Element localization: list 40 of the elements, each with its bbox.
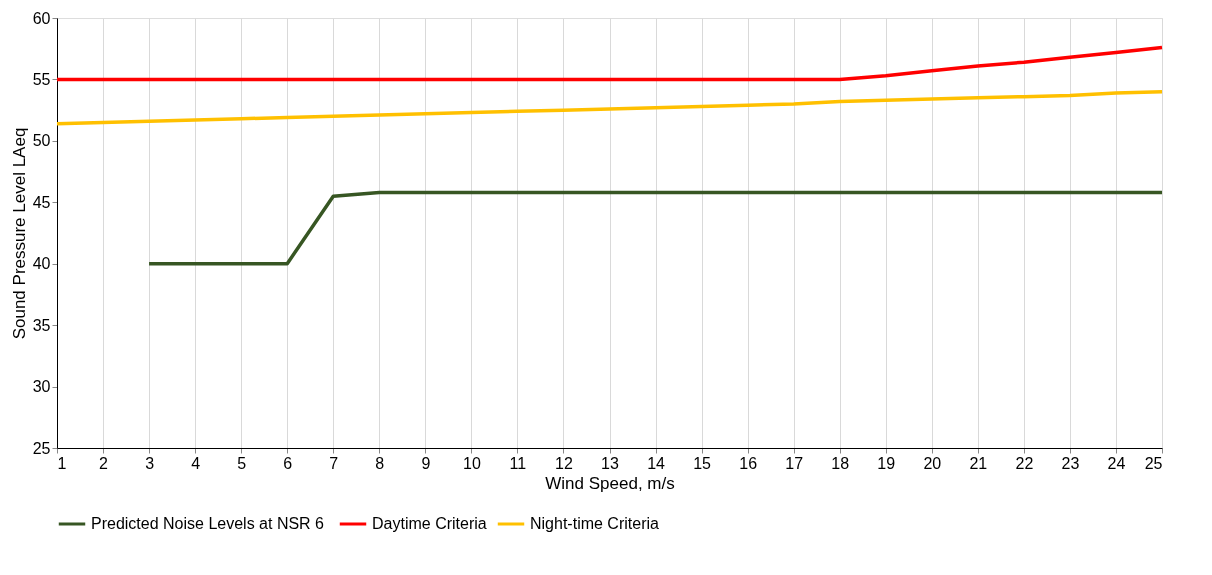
y-tick-label: 50 (32, 132, 51, 150)
x-tick-label: 17 (785, 454, 804, 472)
y-axis-title: Sound Pressure Level LAeq (9, 127, 29, 340)
x-tick-label: 5 (237, 454, 247, 472)
x-tick-label: 24 (1107, 454, 1126, 472)
x-tick-label: 19 (877, 454, 896, 472)
y-tick-label: 55 (32, 70, 51, 88)
y-tick-label: 25 (32, 439, 51, 457)
x-tick-label: 18 (831, 454, 850, 472)
x-tick-label: 8 (375, 454, 385, 472)
y-tick-label: 30 (32, 378, 51, 396)
y-tick-label: 35 (32, 316, 51, 334)
x-tick-label: 21 (969, 454, 988, 472)
x-tick-label: 14 (647, 454, 666, 472)
x-tick-label: 22 (1015, 454, 1034, 472)
line-series (55, 89, 1164, 126)
x-tick-label: 1 (57, 454, 67, 472)
x-tick-label: 10 (462, 454, 481, 472)
line-series (55, 45, 1164, 82)
x-tick-label: 23 (1061, 454, 1080, 472)
x-tick-label: 11 (509, 454, 527, 472)
legend-label: Predicted Noise Levels at NSR 6 (91, 515, 325, 532)
x-tick-label: 4 (191, 454, 201, 472)
y-tick-label: 60 (32, 9, 51, 27)
y-tick-label: 45 (32, 193, 51, 211)
x-tick-label: 25 (1144, 454, 1163, 472)
x-tick-label: 2 (99, 454, 109, 472)
legend-label: Daytime Criteria (372, 515, 487, 532)
x-tick-label: 13 (601, 454, 619, 472)
x-tick-label: 3 (145, 454, 155, 472)
x-tick-label: 7 (329, 454, 339, 472)
legend-label: Night-time Criteria (530, 515, 660, 532)
x-tick-label: 20 (923, 454, 942, 472)
x-tick-label: 16 (739, 454, 758, 472)
x-tick-label: 15 (693, 454, 712, 472)
x-axis-title: Wind Speed, m/s (545, 473, 675, 493)
x-tick-label: 9 (421, 454, 431, 472)
y-tick-label: 40 (32, 255, 51, 273)
x-tick-label: 6 (283, 454, 293, 472)
x-tick-label: 12 (555, 454, 573, 472)
